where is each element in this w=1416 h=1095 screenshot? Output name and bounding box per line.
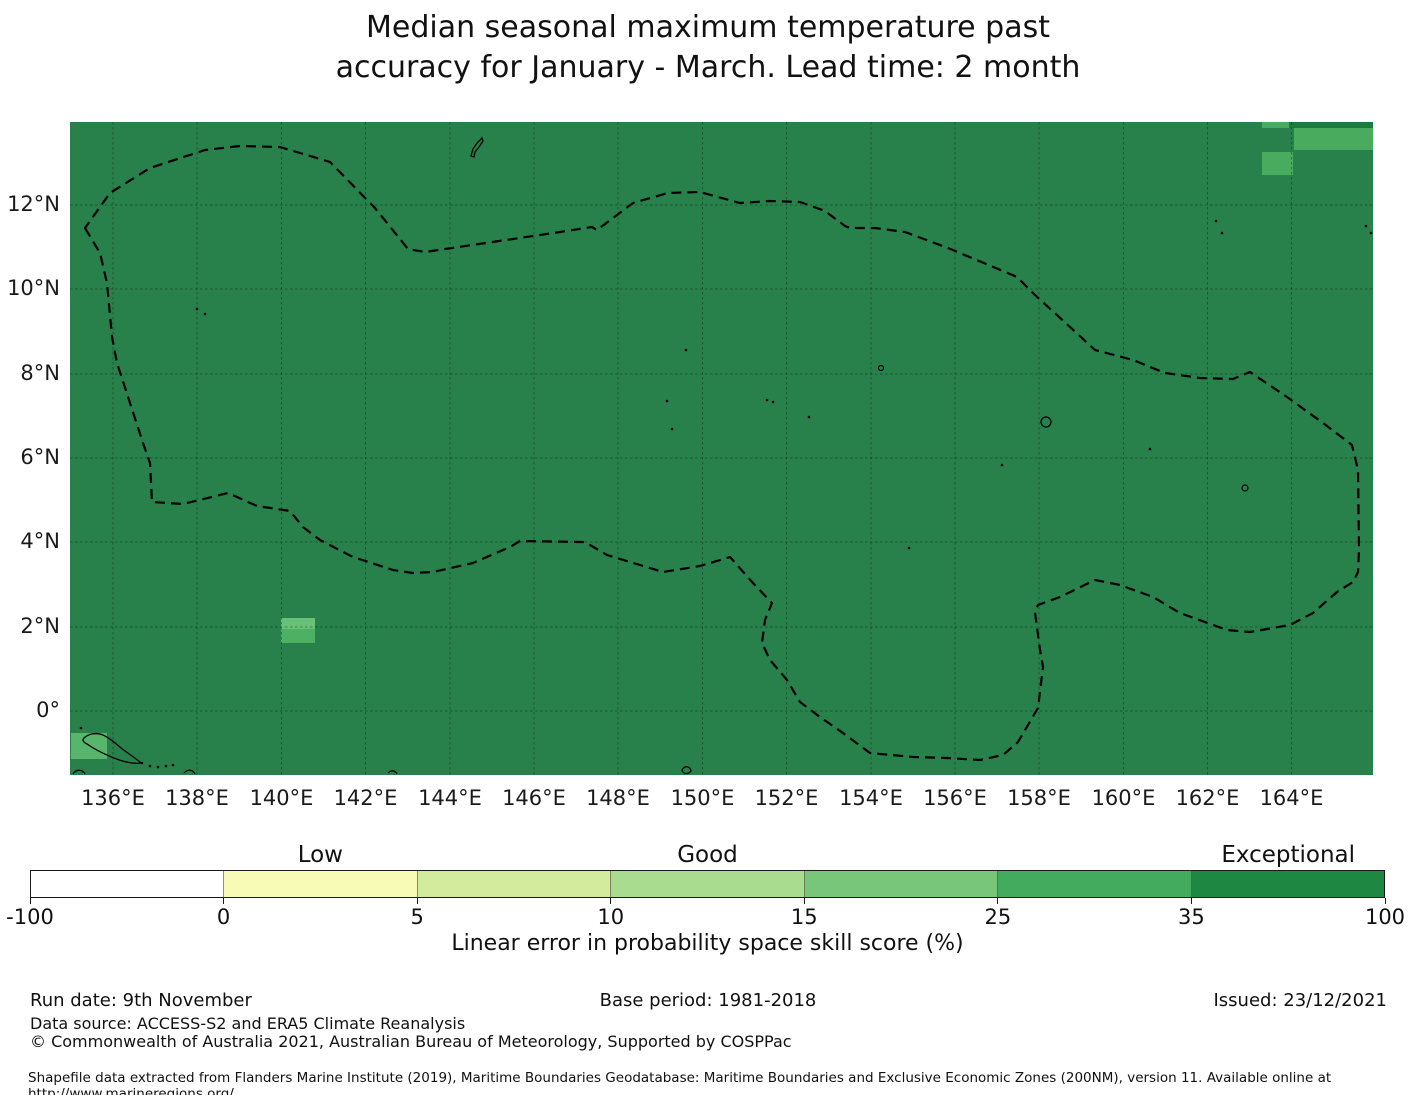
longitude-tick-label: 144°E	[418, 786, 482, 810]
islet-dot	[148, 764, 152, 768]
longitude-tick-label: 152°E	[754, 786, 819, 810]
chart-title-line2: accuracy for January - March. Lead time:…	[335, 50, 1081, 85]
island-coastline	[387, 770, 398, 775]
islet-dot	[907, 546, 911, 550]
colorbar-segment	[31, 871, 224, 897]
islet-dot	[771, 400, 775, 404]
eez-boundary-dashed	[83, 144, 1361, 762]
colorbar-tick-label: 25	[984, 905, 1012, 929]
latitude-tick-label: 12°N	[7, 192, 60, 216]
colorbar	[30, 870, 1385, 898]
islet-dot	[665, 399, 669, 403]
islet-dot	[1220, 231, 1224, 235]
island-coastline	[183, 769, 196, 775]
chart-title: Median seasonal maximum temperature past…	[0, 8, 1416, 88]
skill-cell	[1294, 128, 1373, 150]
skill-cell	[1262, 122, 1289, 128]
latitude-tick-label: 8°N	[20, 361, 60, 385]
islet-dot	[1369, 231, 1373, 235]
latitude-tick-label: 10°N	[7, 276, 60, 300]
islet-dot	[1148, 447, 1152, 451]
islet-dot	[203, 312, 207, 316]
atoll-outline	[877, 364, 885, 372]
colorbar-tick-label: 10	[597, 905, 625, 929]
colorbar-tick-label: 100	[1364, 905, 1406, 929]
colorbar-title: Linear error in probability space skill …	[451, 931, 964, 956]
colorbar-category-label: Good	[677, 842, 738, 868]
longitude-tick-label: 160°E	[1091, 786, 1156, 810]
longitude-tick-label: 164°E	[1259, 786, 1324, 810]
ocean-fill	[70, 122, 1373, 775]
islet-dot	[684, 348, 688, 352]
islet-dot	[1214, 219, 1218, 223]
colorbar-segment	[997, 871, 1191, 897]
islet-dot	[171, 763, 175, 767]
longitude-tick-label: 140°E	[249, 786, 314, 810]
colorbar-category-label: Exceptional	[1221, 842, 1356, 868]
data-source-text: Data source: ACCESS-S2 and ERA5 Climate …	[30, 1014, 466, 1033]
shapefile-attribution-text: Shapefile data extracted from Flanders M…	[28, 1070, 1332, 1095]
longitude-tick-label: 150°E	[670, 786, 735, 810]
skill-cell	[1262, 152, 1293, 175]
map-canvas	[70, 122, 1373, 775]
colorbar-tick	[803, 898, 805, 904]
skill-cell	[281, 629, 315, 643]
colorbar-tick	[1190, 898, 1192, 904]
colorbar-tick	[1384, 898, 1386, 904]
colorbar-tick	[223, 898, 225, 904]
islet-dot	[79, 726, 83, 730]
islet-dot	[140, 761, 144, 765]
colorbar-segment	[1190, 871, 1384, 897]
colorbar-tick-label: 5	[410, 905, 424, 929]
latitude-tick-label: 0°	[36, 698, 60, 722]
skill-cell	[1289, 122, 1373, 128]
colorbar-tick-label: 15	[790, 905, 818, 929]
run-date-text: Run date: 9th November	[30, 990, 252, 1011]
islet-dot	[1000, 463, 1004, 467]
skill-cell	[281, 618, 315, 629]
colorbar-segment	[223, 871, 417, 897]
islet-dot	[164, 764, 168, 768]
colorbar-segment	[610, 871, 804, 897]
colorbar-tick	[416, 898, 418, 904]
colorbar-tick-label: -100	[6, 905, 54, 929]
colorbar-tick-label: 0	[216, 905, 231, 929]
colorbar-tick	[610, 898, 612, 904]
longitude-tick-label: 162°E	[1175, 786, 1240, 810]
colorbar-segment	[416, 871, 611, 897]
islet-dot	[807, 415, 811, 419]
issued-date-text: Issued: 23/12/2021	[1213, 990, 1387, 1011]
atoll-outline	[1241, 484, 1249, 492]
base-period-text: Base period: 1981-2018	[599, 990, 817, 1011]
longitude-tick-label: 138°E	[165, 786, 229, 810]
islet-dot	[156, 765, 160, 769]
longitude-tick-label: 156°E	[923, 786, 987, 810]
latitude-tick-label: 6°N	[20, 445, 60, 469]
map-plot-area	[70, 122, 1373, 775]
islet-dot	[1364, 224, 1368, 228]
island-coastline	[470, 136, 484, 158]
island-coastline	[72, 769, 86, 775]
longitude-tick-label: 146°E	[502, 786, 566, 810]
islet-dot	[195, 307, 199, 311]
longitude-tick-label: 148°E	[586, 786, 650, 810]
colorbar-segment	[803, 871, 998, 897]
copyright-text: © Commonwealth of Australia 2021, Austra…	[30, 1032, 792, 1051]
islet-dot	[765, 398, 769, 402]
colorbar-tick	[997, 898, 999, 904]
longitude-tick-label: 158°E	[1007, 786, 1071, 810]
longitude-tick-label: 136°E	[81, 786, 145, 810]
islet-dot	[670, 427, 674, 431]
colorbar-tick	[29, 898, 31, 904]
longitude-tick-label: 154°E	[839, 786, 903, 810]
colorbar-tick-label: 35	[1178, 905, 1205, 929]
longitude-tick-label: 142°E	[333, 786, 398, 810]
island-coastline	[681, 766, 692, 775]
atoll-outline	[1040, 416, 1052, 428]
chart-title-line1: Median seasonal maximum temperature past	[366, 10, 1050, 45]
latitude-tick-label: 4°N	[20, 529, 60, 553]
colorbar-category-label: Low	[297, 842, 343, 868]
latitude-tick-label: 2°N	[20, 614, 60, 638]
